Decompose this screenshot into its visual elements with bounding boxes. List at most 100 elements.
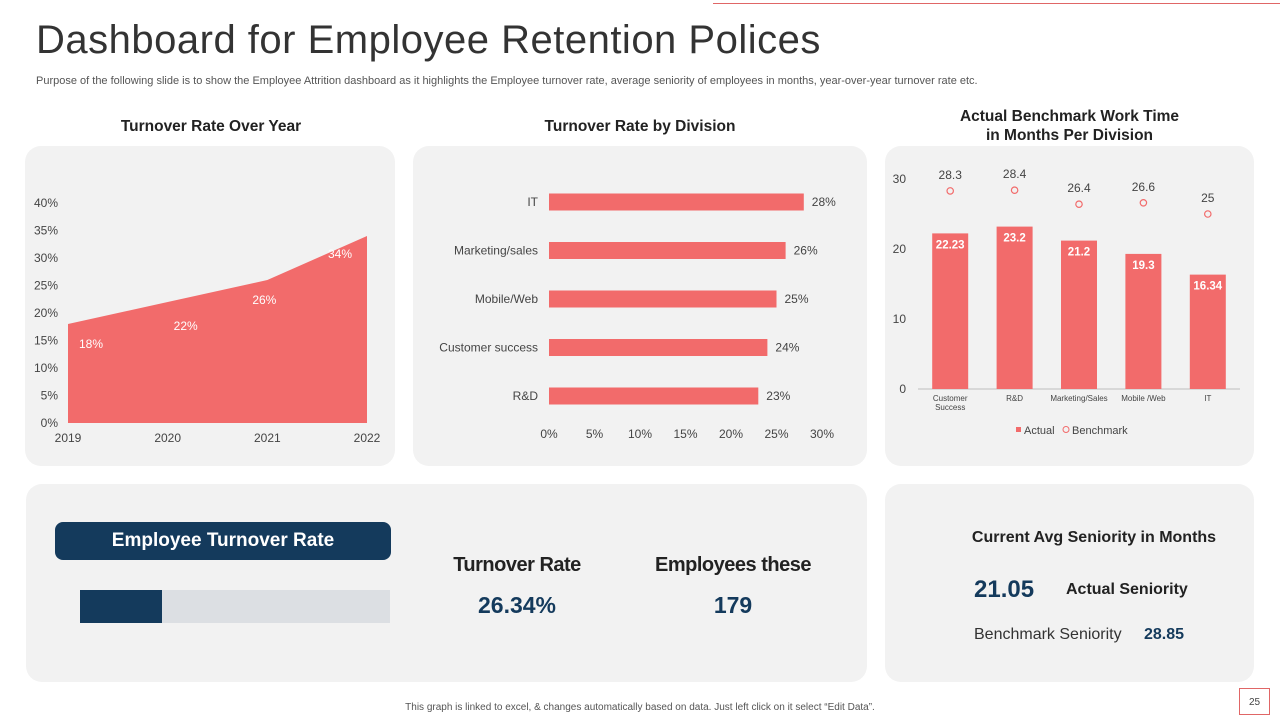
y-tick-label: 20% (34, 306, 58, 320)
turnover-progress-bar (80, 590, 390, 623)
legend-label-benchmark: Benchmark (1072, 425, 1128, 437)
bar-data-label: 16.34 (1193, 281, 1222, 293)
legend-swatch-actual (1016, 427, 1021, 432)
turnover-progress-fill (80, 590, 162, 623)
turnover-rate-label: Turnover Rate (453, 554, 581, 576)
data-label: 22% (174, 319, 198, 333)
category-label: Mobile /Web (1121, 394, 1166, 403)
benchmark-marker (1139, 198, 1148, 207)
data-label: 26% (794, 244, 818, 258)
chart-panel-turnover-year: 0% 5% 10% 15% 20% 25% 30% 35% 40% 2019 2020 2021 202… (25, 146, 395, 466)
bar (549, 387, 759, 405)
bar (549, 339, 768, 356)
x-tick-label: 2019 (55, 431, 82, 445)
chart-panel-turnover-division: IT 28% Marketing/sales 26% Mobile/Web 25% Cust… (413, 146, 867, 466)
bar-data-label: 21.2 (1068, 247, 1090, 259)
data-label: 34% (328, 247, 352, 261)
category-label: Success (935, 403, 965, 412)
marker-data-label: 25 (1201, 191, 1215, 205)
category-label: R&D (513, 389, 539, 403)
data-label: 28% (812, 195, 836, 209)
actual-seniority-label: Actual Seniority (1066, 581, 1188, 598)
chart-panel-benchmark: 0 10 20 30 22.23 28.3 Customer Success 23.2 28.4 R… (885, 146, 1254, 466)
chart-title-line-2: in Months Per Division (985, 127, 1154, 144)
x-tick-label: 2020 (154, 431, 181, 445)
benchmark-marker (946, 187, 954, 195)
data-label: 25% (785, 292, 809, 306)
turnover-heading: Employee Turnover Rate (55, 522, 391, 560)
employees-label: Employees these (655, 554, 811, 576)
category-label: IT (527, 195, 538, 209)
y-tick-label: 0 (899, 382, 906, 396)
benchmark-marker (1010, 186, 1019, 195)
data-label: 18% (79, 337, 103, 351)
x-tick-label: 0% (540, 427, 558, 441)
category-label: Customer success (439, 341, 538, 355)
data-label: 26% (252, 293, 276, 307)
horizontal-bar-chart: IT 28% Marketing/sales 26% Mobile/Web 25% Cust… (439, 193, 836, 441)
seniority-heading: Current Avg Seniority in Months (971, 529, 1217, 546)
y-tick-label: 30 (893, 172, 907, 186)
bar-data-label: 19.3 (1132, 260, 1154, 272)
marker-data-label: 26.6 (1132, 180, 1156, 194)
y-tick-label: 5% (41, 389, 59, 403)
chart-title-line-1: Actual Benchmark Work Time (959, 108, 1180, 125)
category-label: Mobile/Web (475, 292, 538, 306)
benchmark-marker (1203, 210, 1212, 218)
x-tick-label: 2022 (354, 431, 381, 445)
x-tick-label: 2021 (254, 431, 281, 445)
bar (932, 233, 969, 389)
bar (1125, 253, 1162, 389)
y-tick-label: 10 (893, 312, 907, 326)
y-tick-label: 35% (34, 224, 58, 238)
chart-title-turnover-division: Turnover Rate by Division (544, 118, 736, 135)
bar-data-label: 23.2 (1003, 233, 1025, 245)
category-label: Marketing/Sales (1050, 394, 1107, 403)
data-label: 24% (775, 341, 799, 355)
benchmark-marker (1075, 200, 1083, 209)
chart-title-benchmark: Actual Benchmark Work Time in Months Per… (885, 107, 1254, 145)
bar (1189, 274, 1226, 389)
y-tick-label: 20 (893, 242, 907, 256)
turnover-kpi-panel (26, 484, 867, 682)
area-series (68, 236, 367, 423)
category-label: Customer (933, 394, 968, 403)
top-accent-line (713, 3, 1280, 4)
page-number: 25 (1239, 688, 1270, 715)
area-chart: 0% 5% 10% 15% 20% 25% 30% 35% 40% 2019 2020 2021 202… (34, 196, 381, 445)
y-tick-label: 25% (34, 279, 58, 293)
marker-data-label: 28.4 (1003, 167, 1027, 181)
x-tick-label: 25% (764, 427, 788, 441)
turnover-rate-value: 26.34% (477, 592, 556, 618)
marker-data-label: 28.3 (939, 168, 963, 182)
bar-data-label: 22.23 (936, 239, 965, 251)
y-tick-label: 0% (41, 416, 59, 430)
bar (549, 290, 777, 308)
x-tick-label: 10% (628, 427, 652, 441)
benchmark-seniority-label: Benchmark Seniority (974, 626, 1122, 643)
bar (996, 226, 1033, 389)
bar (549, 242, 786, 259)
legend-label-actual: Actual (1024, 425, 1055, 437)
x-tick-label: 20% (719, 427, 743, 441)
legend-swatch-benchmark (1062, 426, 1070, 433)
actual-seniority-value: 21.05 (974, 576, 1035, 603)
x-tick-label: 5% (586, 427, 604, 441)
y-tick-label: 10% (34, 361, 58, 375)
category-label: R&D (1006, 394, 1023, 403)
footer-note: This graph is linked to excel, & changes… (405, 702, 875, 713)
bar (549, 193, 804, 211)
page-title: Dashboard for Employee Retention Polices (36, 18, 821, 62)
bar (1061, 240, 1097, 389)
seniority-panel (885, 484, 1254, 682)
data-label: 23% (766, 389, 790, 403)
benchmark-seniority-value: 28.85 (1144, 626, 1185, 643)
x-tick-label: 15% (673, 427, 697, 441)
y-tick-label: 30% (34, 251, 58, 265)
employees-value: 179 (713, 592, 753, 618)
category-label: IT (1204, 394, 1211, 403)
page-subtitle: Purpose of the following slide is to sho… (36, 75, 978, 87)
category-label: Marketing/sales (454, 244, 538, 258)
chart-title-turnover-year: Turnover Rate Over Year (120, 118, 302, 135)
